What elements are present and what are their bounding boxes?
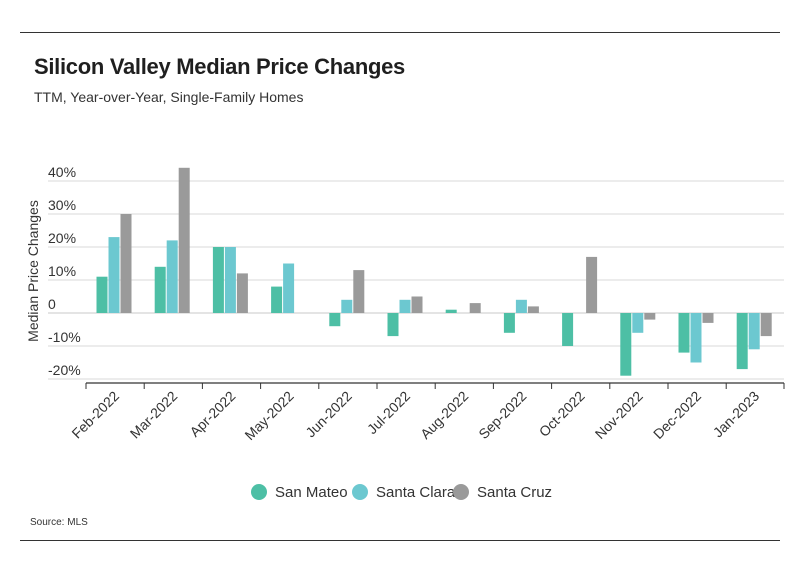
bar-santa-clara bbox=[748, 313, 760, 350]
bar-san-mateo bbox=[620, 313, 632, 376]
y-tick-label: 0 bbox=[48, 296, 56, 312]
legend-item: Santa Clara bbox=[352, 484, 456, 501]
y-tick-label: 20% bbox=[48, 230, 76, 246]
x-tick-label: Dec-2022 bbox=[650, 388, 704, 442]
bar-santa-clara bbox=[515, 299, 527, 313]
legend-swatch bbox=[352, 484, 368, 500]
bar-santa-clara bbox=[690, 313, 702, 363]
bar-san-mateo bbox=[271, 286, 283, 313]
x-tick-label: Oct-2022 bbox=[536, 388, 588, 440]
legend-item: San Mateo bbox=[251, 484, 348, 501]
y-tick-label: 10% bbox=[48, 263, 76, 279]
bar-santa-cruz bbox=[178, 167, 190, 313]
y-tick-label: 30% bbox=[48, 197, 76, 213]
legend-item: Santa Cruz bbox=[453, 484, 552, 501]
bar-santa-clara bbox=[224, 247, 236, 313]
bar-san-mateo bbox=[678, 313, 690, 353]
x-tick-label: Mar-2022 bbox=[127, 388, 181, 442]
x-tick-label: Sep-2022 bbox=[475, 388, 529, 442]
bar-santa-cruz bbox=[353, 270, 365, 313]
legend-swatch bbox=[251, 484, 267, 500]
x-tick-label: Jan-2023 bbox=[710, 388, 763, 441]
x-tick-label: Nov-2022 bbox=[592, 388, 646, 442]
bar-santa-cruz bbox=[702, 313, 714, 323]
y-tick-label: 40% bbox=[48, 164, 76, 180]
y-tick-label: -20% bbox=[48, 362, 81, 378]
bar-santa-clara bbox=[166, 240, 178, 313]
y-axis-title: Median Price Changes bbox=[25, 200, 41, 342]
legend-label: Santa Clara bbox=[376, 484, 456, 501]
bar-santa-cruz bbox=[760, 313, 772, 337]
x-tick-label: Apr-2022 bbox=[186, 388, 238, 440]
legend-label: Santa Cruz bbox=[477, 484, 552, 501]
bar-santa-cruz bbox=[469, 303, 481, 313]
bottom-rule bbox=[20, 540, 780, 541]
bar-san-mateo bbox=[736, 313, 748, 370]
bar-santa-clara bbox=[399, 299, 411, 313]
legend-swatch bbox=[453, 484, 469, 500]
chart-title: Silicon Valley Median Price Changes bbox=[34, 54, 405, 79]
y-tick-label: -10% bbox=[48, 329, 81, 345]
top-rule bbox=[20, 32, 780, 33]
bar-santa-clara bbox=[341, 299, 353, 313]
x-tick-label: Aug-2022 bbox=[417, 388, 471, 442]
bar-santa-clara bbox=[632, 313, 644, 333]
chart-subtitle: TTM, Year-over-Year, Single-Family Homes bbox=[34, 89, 304, 105]
bar-san-mateo bbox=[387, 313, 399, 337]
bar-santa-cruz bbox=[527, 306, 539, 313]
bar-santa-cruz bbox=[644, 313, 656, 320]
bar-santa-clara bbox=[108, 237, 120, 313]
source-note: Source: MLS bbox=[30, 517, 88, 528]
bar-santa-cruz bbox=[411, 296, 423, 313]
bar-santa-cruz bbox=[586, 256, 598, 313]
bar-san-mateo bbox=[212, 247, 224, 313]
bar-san-mateo bbox=[562, 313, 574, 346]
bar-santa-clara bbox=[283, 263, 295, 313]
bar-san-mateo bbox=[503, 313, 515, 333]
bar-santa-cruz bbox=[236, 273, 248, 313]
bar-san-mateo bbox=[154, 266, 166, 313]
bar-san-mateo bbox=[445, 309, 457, 313]
bar-san-mateo bbox=[329, 313, 341, 327]
legend-label: San Mateo bbox=[275, 484, 348, 501]
x-tick-label: Jun-2022 bbox=[302, 388, 355, 441]
bar-santa-cruz bbox=[120, 214, 132, 313]
bar-san-mateo bbox=[96, 276, 108, 313]
x-tick-label: Feb-2022 bbox=[68, 388, 122, 442]
x-tick-label: May-2022 bbox=[241, 388, 296, 443]
x-tick-label: Jul-2022 bbox=[364, 388, 413, 437]
